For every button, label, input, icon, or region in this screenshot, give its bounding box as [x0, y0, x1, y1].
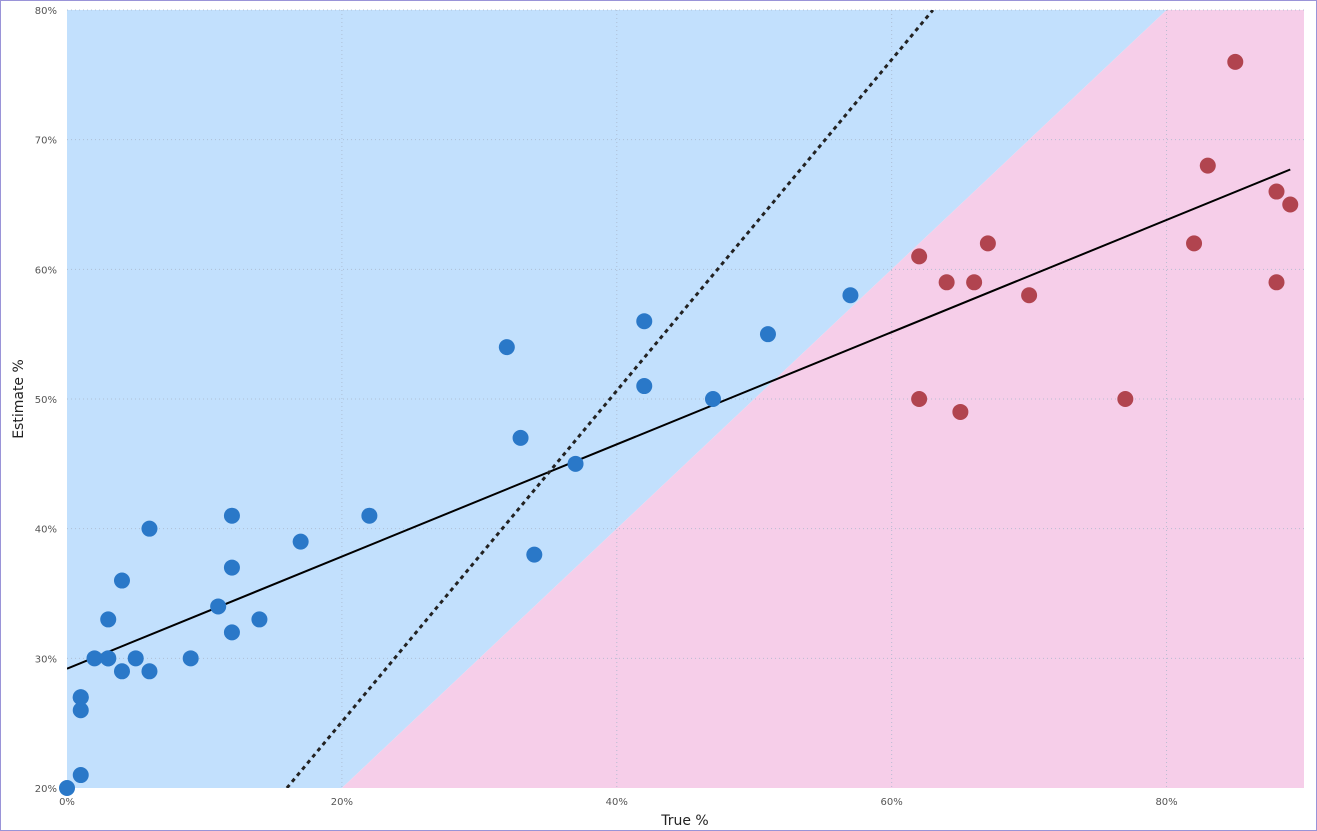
- trend-line: [67, 168, 1291, 670]
- data-point-series-1-12: [1268, 274, 1285, 291]
- data-point-series-0-30: [842, 287, 859, 304]
- data-point-series-0-11: [127, 650, 144, 667]
- data-point-series-1-2: [938, 274, 955, 291]
- data-point-series-0-7: [100, 650, 117, 667]
- data-point-series-1-10: [1227, 53, 1244, 70]
- y-tick-label-2: 40%: [35, 525, 57, 536]
- x-tick-label-0: 0%: [59, 797, 75, 808]
- data-point-series-1-5: [979, 235, 996, 252]
- data-point-series-1-13: [1282, 196, 1299, 213]
- data-point-series-0-9: [113, 663, 130, 680]
- y-axis-title: Estimate %: [11, 359, 27, 439]
- data-point-series-1-8: [1186, 235, 1203, 252]
- data-point-series-0-23: [512, 429, 529, 446]
- data-point-series-0-26: [636, 313, 653, 330]
- x-axis-title: True %: [660, 813, 709, 829]
- data-point-series-1-3: [952, 403, 969, 420]
- data-point-series-0-18: [223, 507, 240, 524]
- data-point-series-0-10: [113, 572, 130, 589]
- y-tick-label-0: 20%: [35, 784, 57, 795]
- data-point-series-0-27: [636, 378, 653, 395]
- data-point-series-1-0: [911, 248, 928, 265]
- y-tick-label-1: 30%: [35, 654, 57, 665]
- data-point-series-0-24: [526, 546, 543, 563]
- data-point-series-1-11: [1268, 183, 1285, 200]
- data-points: [59, 53, 1299, 796]
- data-point-series-1-1: [911, 391, 928, 407]
- x-axis-ticks: 0% 20% 40% 60% 80%: [59, 797, 1178, 808]
- y-tick-label-5: 70%: [35, 136, 57, 147]
- diagonal-dotted-line: [285, 10, 935, 788]
- data-point-series-0-2: [72, 702, 89, 719]
- x-tick-label-2: 40%: [606, 797, 628, 808]
- data-point-series-0-1: [72, 767, 89, 784]
- data-point-series-1-6: [1021, 287, 1038, 304]
- data-point-series-0-20: [292, 533, 309, 550]
- data-point-series-0-5: [86, 650, 103, 667]
- data-point-series-0-21: [361, 507, 378, 524]
- y-tick-label-4: 60%: [35, 265, 57, 276]
- data-point-series-0-25: [567, 455, 584, 472]
- x-tick-label-3: 60%: [881, 797, 903, 808]
- data-point-series-0-14: [182, 650, 199, 667]
- data-point-series-1-7: [1117, 391, 1134, 407]
- data-point-series-1-9: [1199, 157, 1216, 174]
- data-point-series-0-13: [141, 520, 158, 537]
- data-point-series-0-4: [72, 689, 89, 706]
- gridlines: [67, 9, 1304, 788]
- region-1: [341, 10, 1304, 788]
- data-point-series-0-15: [210, 598, 227, 615]
- trend-lines: [67, 10, 1291, 788]
- data-point-series-0-16: [223, 624, 240, 641]
- data-point-series-0-22: [498, 339, 515, 356]
- y-tick-label-6: 80%: [35, 6, 57, 17]
- data-point-series-0-0: [59, 780, 75, 796]
- x-tick-label-4: 80%: [1155, 797, 1177, 808]
- data-point-series-0-29: [759, 326, 776, 343]
- data-point-series-0-19: [251, 611, 268, 628]
- data-point-series-0-8: [100, 611, 117, 628]
- data-point-series-0-28: [704, 391, 721, 407]
- data-point-series-0-17: [223, 559, 240, 576]
- data-point-series-1-4: [966, 274, 983, 291]
- y-tick-label-3: 50%: [35, 395, 57, 406]
- x-tick-label-1: 20%: [331, 797, 353, 808]
- y-axis-ticks: 20% 30% 40% 50% 60% 70% 80%: [35, 6, 57, 795]
- data-point-series-0-12: [141, 663, 158, 680]
